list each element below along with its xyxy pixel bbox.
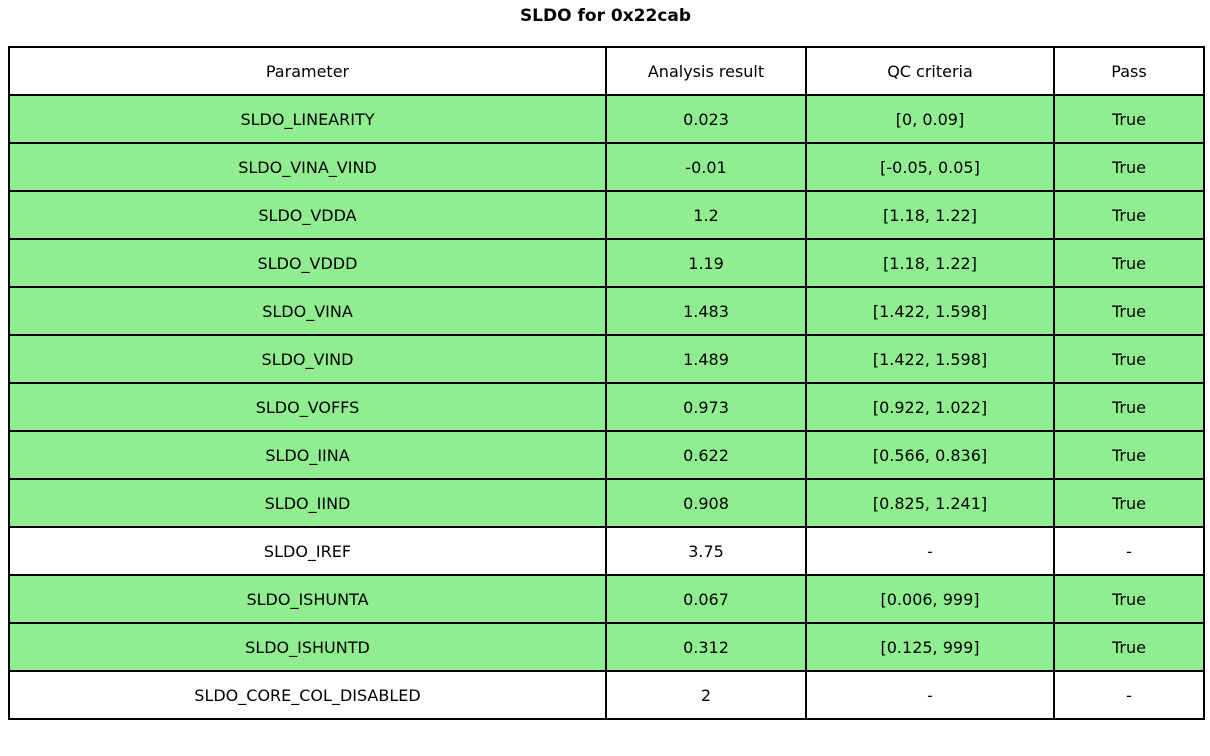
analysis-result-cell: 3.75 (605, 526, 807, 576)
pass-cell: True (1053, 382, 1205, 432)
analysis-result-cell: 0.312 (605, 622, 807, 672)
table-row: SLDO_CORE_COL_DISABLED 2- - (8, 670, 1205, 720)
pass-cell: - (1053, 670, 1205, 720)
qc-criteria-cell: [1.18, 1.22] (805, 190, 1055, 240)
qc-criteria-cell: [0.825, 1.241] (805, 478, 1055, 528)
column-header-qc-criteria: QC criteria (805, 46, 1055, 96)
table-row: SLDO_VOFFS 0.973 [0.922, 1.022] True (8, 382, 1205, 432)
qc-criteria-cell: [0.566, 0.836] (805, 430, 1055, 480)
table-body: SLDO_LINEARITY 0.023 [0, 0.09] True SLDO_VIN… (8, 94, 1205, 720)
analysis-result-cell: 0.908 (605, 478, 807, 528)
analysis-result-cell: 0.622 (605, 430, 807, 480)
parameter-cell: SLDO_IIND (8, 478, 607, 528)
pass-cell: True (1053, 94, 1205, 144)
pass-cell: True (1053, 142, 1205, 192)
parameter-cell: SLDO_VDDA (8, 190, 607, 240)
table-row: SLDO_VDDA 1.2 [1.18, 1.22] True (8, 190, 1205, 240)
analysis-result-cell: 1.2 (605, 190, 807, 240)
table-row: SLDO_ISHUNTD 0.312 [0.125, 999] True (8, 622, 1205, 672)
analysis-result-cell: 0.023 (605, 94, 807, 144)
table-row: SLDO_VINA_VIND -0.01 [-0.05, 0.05] True (8, 142, 1205, 192)
table-row: SLDO_IIND 0.908 [0.825, 1.241] True (8, 478, 1205, 528)
pass-cell: True (1053, 238, 1205, 288)
parameter-cell: SLDO_VIND (8, 334, 607, 384)
parameter-cell: SLDO_VINA (8, 286, 607, 336)
qc-criteria-cell: [1.18, 1.22] (805, 238, 1055, 288)
pass-cell: True (1053, 190, 1205, 240)
table-header-row: Parameter Analysis result QC criteria Pa… (8, 46, 1205, 96)
pass-cell: True (1053, 622, 1205, 672)
qc-results-table: Parameter Analysis result QC criteria Pa… (8, 46, 1205, 720)
analysis-result-cell: 1.483 (605, 286, 807, 336)
pass-cell: True (1053, 286, 1205, 336)
analysis-result-cell: 0.067 (605, 574, 807, 624)
qc-criteria-cell: - (805, 526, 1055, 576)
analysis-result-cell: 1.19 (605, 238, 807, 288)
analysis-result-cell: 0.973 (605, 382, 807, 432)
qc-criteria-cell: [0.125, 999] (805, 622, 1055, 672)
analysis-result-cell: 2 (605, 670, 807, 720)
qc-criteria-cell: [1.422, 1.598] (805, 334, 1055, 384)
table-row: SLDO_IINA 0.622 [0.566, 0.836] True (8, 430, 1205, 480)
qc-criteria-cell: - (805, 670, 1055, 720)
qc-criteria-cell: [0, 0.09] (805, 94, 1055, 144)
parameter-cell: SLDO_IREF (8, 526, 607, 576)
parameter-cell: SLDO_LINEARITY (8, 94, 607, 144)
qc-criteria-cell: [0.006, 999] (805, 574, 1055, 624)
pass-cell: True (1053, 430, 1205, 480)
analysis-result-cell: -0.01 (605, 142, 807, 192)
qc-criteria-cell: [-0.05, 0.05] (805, 142, 1055, 192)
table-row: SLDO_VDDD 1.19 [1.18, 1.22] True (8, 238, 1205, 288)
analysis-result-cell: 1.489 (605, 334, 807, 384)
pass-cell: True (1053, 478, 1205, 528)
column-header-parameter: Parameter (8, 46, 607, 96)
column-header-analysis-result: Analysis result (605, 46, 807, 96)
parameter-cell: SLDO_ISHUNTA (8, 574, 607, 624)
parameter-cell: SLDO_VINA_VIND (8, 142, 607, 192)
parameter-cell: SLDO_VOFFS (8, 382, 607, 432)
table-row: SLDO_VINA 1.483 [1.422, 1.598] True (8, 286, 1205, 336)
pass-cell: - (1053, 526, 1205, 576)
parameter-cell: SLDO_IINA (8, 430, 607, 480)
qc-criteria-cell: [1.422, 1.598] (805, 286, 1055, 336)
table-row: SLDO_VIND 1.489 [1.422, 1.598] True (8, 334, 1205, 384)
table-row: SLDO_LINEARITY 0.023 [0, 0.09] True (8, 94, 1205, 144)
page-title: SLDO for 0x22cab (519, 6, 692, 26)
table-row: SLDO_IREF 3.75- - (8, 526, 1205, 576)
parameter-cell: SLDO_VDDD (8, 238, 607, 288)
qc-criteria-cell: [0.922, 1.022] (805, 382, 1055, 432)
parameter-cell: SLDO_ISHUNTD (8, 622, 607, 672)
pass-cell: True (1053, 574, 1205, 624)
pass-cell: True (1053, 334, 1205, 384)
table-row: SLDO_ISHUNTA 0.067 [0.006, 999] True (8, 574, 1205, 624)
column-header-pass: Pass (1053, 46, 1205, 96)
parameter-cell: SLDO_CORE_COL_DISABLED (8, 670, 607, 720)
